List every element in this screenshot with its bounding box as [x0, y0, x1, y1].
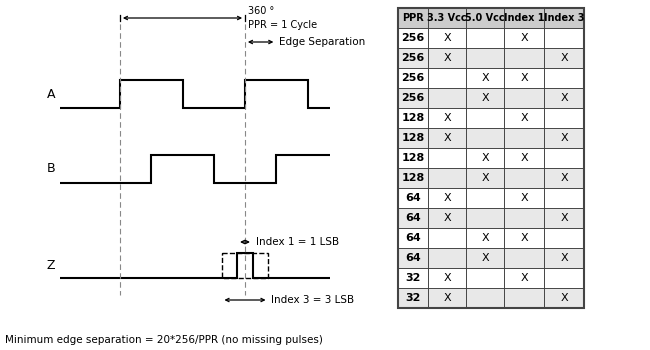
Text: 3.3 Vcc: 3.3 Vcc: [427, 13, 467, 23]
Text: Z: Z: [47, 259, 55, 272]
Text: X: X: [481, 233, 489, 243]
Text: X: X: [443, 53, 451, 63]
Text: X: X: [560, 173, 568, 183]
Text: 256: 256: [402, 53, 424, 63]
Text: Index 1: Index 1: [504, 13, 544, 23]
Text: 360 °: 360 °: [248, 6, 274, 16]
Text: X: X: [443, 193, 451, 203]
Text: PPR = 1 Cycle: PPR = 1 Cycle: [248, 20, 317, 30]
Text: X: X: [481, 153, 489, 163]
Text: X: X: [481, 173, 489, 183]
Text: 256: 256: [402, 93, 424, 103]
Text: X: X: [520, 73, 528, 83]
Text: X: X: [443, 133, 451, 143]
Text: X: X: [443, 293, 451, 303]
Text: X: X: [560, 253, 568, 263]
Text: 64: 64: [405, 213, 421, 223]
Text: Index 3: Index 3: [544, 13, 584, 23]
Bar: [398, 268, 584, 288]
Text: PPR: PPR: [402, 13, 424, 23]
Bar: [398, 288, 584, 308]
Bar: [398, 208, 584, 228]
Text: X: X: [560, 93, 568, 103]
Text: B: B: [46, 162, 55, 175]
Bar: [398, 108, 584, 128]
Text: X: X: [520, 233, 528, 243]
Text: 128: 128: [402, 133, 424, 143]
Text: 128: 128: [402, 113, 424, 123]
Bar: [398, 128, 584, 148]
Text: 64: 64: [405, 193, 421, 203]
Text: X: X: [520, 153, 528, 163]
Text: X: X: [560, 53, 568, 63]
Text: A: A: [47, 88, 55, 100]
Text: X: X: [481, 253, 489, 263]
Text: Edge Separation: Edge Separation: [280, 37, 365, 47]
Text: 64: 64: [405, 253, 421, 263]
Text: X: X: [481, 73, 489, 83]
Bar: [222, 253, 268, 278]
Bar: [398, 8, 584, 308]
Text: X: X: [520, 113, 528, 123]
Text: 32: 32: [406, 273, 421, 283]
Bar: [398, 68, 584, 88]
Bar: [398, 168, 584, 188]
Bar: [398, 28, 584, 48]
Text: X: X: [520, 273, 528, 283]
Text: X: X: [443, 113, 451, 123]
Text: Index 1 = 1 LSB: Index 1 = 1 LSB: [256, 237, 339, 247]
Text: X: X: [560, 213, 568, 223]
Text: 64: 64: [405, 233, 421, 243]
Text: 256: 256: [402, 73, 424, 83]
Text: X: X: [443, 213, 451, 223]
Bar: [398, 88, 584, 108]
Bar: [398, 8, 584, 28]
Bar: [398, 188, 584, 208]
Text: 32: 32: [406, 293, 421, 303]
Bar: [398, 228, 584, 248]
Bar: [398, 248, 584, 268]
Text: 256: 256: [402, 33, 424, 43]
Text: X: X: [443, 33, 451, 43]
Text: X: X: [443, 273, 451, 283]
Text: 128: 128: [402, 153, 424, 163]
Text: X: X: [520, 193, 528, 203]
Text: 5.0 Vcc: 5.0 Vcc: [465, 13, 505, 23]
Text: Index 3 = 3 LSB: Index 3 = 3 LSB: [272, 295, 354, 305]
Bar: [398, 148, 584, 168]
Text: 128: 128: [402, 173, 424, 183]
Text: Minimum edge separation = 20*256/PPR (no missing pulses): Minimum edge separation = 20*256/PPR (no…: [5, 335, 323, 345]
Text: X: X: [481, 93, 489, 103]
Bar: [398, 48, 584, 68]
Text: X: X: [560, 133, 568, 143]
Text: X: X: [520, 33, 528, 43]
Text: X: X: [560, 293, 568, 303]
